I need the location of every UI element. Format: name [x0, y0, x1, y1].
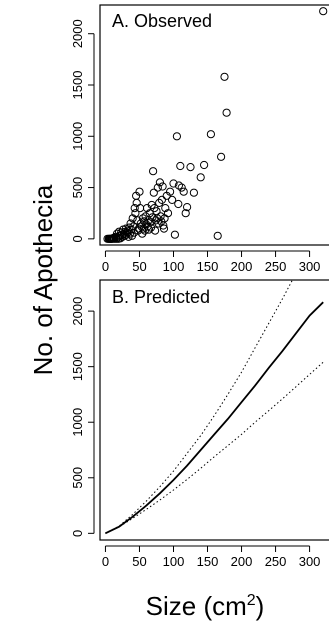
data-point: [174, 181, 183, 190]
x-axis-title-main: Size (cm: [146, 591, 247, 621]
data-point: [196, 173, 205, 182]
data-point: [125, 223, 134, 232]
data-point: [161, 204, 170, 213]
data-point: [222, 108, 231, 117]
data-point: [136, 204, 145, 213]
data-point: [129, 228, 139, 237]
data-point: [129, 222, 138, 231]
panel-observed: A. Observed 0 500 1000 1500 2000 0 50 100 150 20…: [70, 4, 329, 274]
x-axis-title: Size (cm2): [146, 591, 265, 621]
y-tick-label: 2000: [70, 297, 85, 326]
data-point: [151, 226, 160, 235]
y-tick-label: 1000: [70, 408, 85, 437]
data-point: [128, 214, 137, 223]
data-point: [159, 224, 169, 233]
lower-bound-line: [105, 361, 324, 534]
panel-observed-x-axis: 0 50 100 150 200 250 300: [102, 250, 321, 274]
x-tick-label: 150: [197, 554, 219, 569]
y-tick-label: 500: [70, 177, 85, 199]
data-point: [181, 209, 190, 218]
data-point: [125, 229, 134, 238]
data-point: [157, 195, 166, 204]
x-axis-title-close: ): [256, 591, 265, 621]
data-point: [126, 219, 135, 228]
observed-points: [103, 7, 328, 243]
data-point: [217, 152, 226, 161]
x-tick-label: 150: [197, 259, 219, 274]
x-tick-label: 250: [265, 259, 287, 274]
data-point: [163, 209, 173, 218]
y-tick-label: 0: [70, 235, 85, 242]
data-point: [154, 219, 163, 228]
x-tick-label: 50: [132, 259, 146, 274]
x-tick-label: 300: [299, 554, 321, 569]
panel-observed-label: A. Observed: [112, 11, 212, 31]
panel-predicted: B. Predicted 0 500 1000 1500 2000 0 50 100 150 2…: [70, 279, 329, 569]
data-point: [131, 209, 140, 218]
data-point: [172, 132, 181, 141]
data-point: [149, 188, 158, 197]
x-axis-title-sup: 2: [247, 592, 256, 609]
x-tick-label: 0: [102, 259, 109, 274]
data-point: [319, 7, 328, 16]
panel-predicted-y-axis: 0 500 1000 1500 2000: [70, 297, 95, 537]
y-tick-label: 2000: [70, 19, 85, 48]
data-point: [189, 188, 198, 197]
data-point: [156, 212, 165, 221]
x-tick-label: 200: [231, 554, 253, 569]
data-point: [155, 178, 164, 187]
x-tick-label: 100: [163, 259, 185, 274]
panel-observed-y-axis: 0 500 1000 1500 2000: [70, 19, 95, 242]
x-tick-label: 50: [132, 554, 146, 569]
data-point: [206, 130, 215, 139]
data-point: [168, 195, 177, 204]
data-point: [169, 179, 178, 188]
data-point: [146, 218, 155, 227]
data-point: [170, 230, 179, 239]
data-point: [130, 204, 139, 213]
y-tick-label: 1500: [70, 352, 85, 381]
panel-observed-frame: [99, 4, 329, 246]
data-point: [220, 72, 229, 81]
x-tick-label: 200: [231, 259, 253, 274]
x-tick-label: 300: [299, 259, 321, 274]
panel-predicted-frame: [99, 279, 329, 541]
y-tick-label: 0: [70, 530, 85, 537]
panel-predicted-label: B. Predicted: [112, 287, 210, 307]
data-point: [155, 198, 164, 207]
panel-predicted-x-axis: 0 50 100 150 200 250 300: [102, 545, 321, 569]
y-tick-label: 1000: [70, 122, 85, 151]
y-tick-label: 1500: [70, 71, 85, 100]
data-point: [177, 183, 186, 192]
data-point: [183, 203, 192, 212]
data-point: [213, 231, 222, 240]
data-point: [186, 163, 195, 172]
predicted-mean-line: [105, 301, 324, 535]
data-point: [166, 187, 175, 196]
data-point: [149, 167, 158, 176]
y-axis-title: No. of Apothecia: [28, 184, 58, 375]
data-point: [158, 182, 167, 191]
data-point: [174, 199, 183, 209]
y-tick-label: 500: [70, 467, 85, 489]
x-tick-label: 0: [102, 554, 109, 569]
x-tick-label: 250: [265, 554, 287, 569]
predicted-lines: [105, 280, 324, 535]
data-point: [121, 224, 131, 233]
x-tick-label: 100: [163, 554, 185, 569]
data-point: [153, 183, 162, 192]
data-point: [135, 187, 144, 196]
data-point: [146, 223, 156, 232]
data-point: [179, 187, 188, 196]
data-point: [200, 160, 209, 170]
data-point: [176, 161, 185, 171]
